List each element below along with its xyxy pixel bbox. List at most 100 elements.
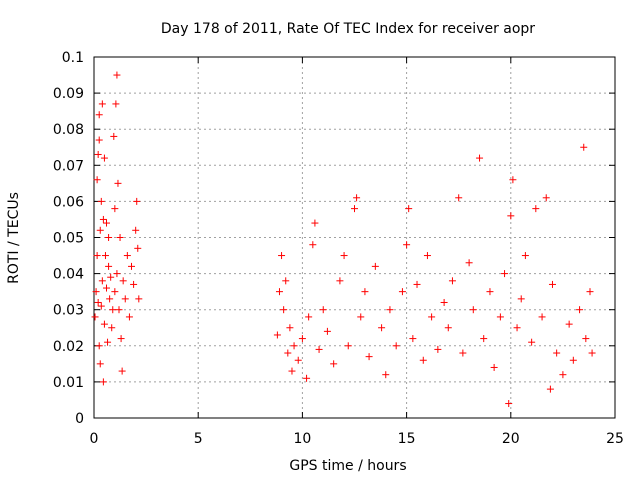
data-point xyxy=(582,335,590,343)
data-point xyxy=(286,324,294,332)
data-point xyxy=(290,342,298,350)
x-tick-label: 20 xyxy=(502,431,520,447)
data-point xyxy=(93,252,101,260)
data-point xyxy=(95,111,103,119)
data-point xyxy=(565,320,573,328)
data-point xyxy=(97,197,105,205)
data-point xyxy=(588,349,596,357)
data-point xyxy=(501,270,509,278)
data-point xyxy=(311,219,319,227)
data-point xyxy=(92,288,100,296)
data-point xyxy=(94,298,102,306)
data-point xyxy=(548,280,556,288)
data-point xyxy=(113,270,121,278)
data-points xyxy=(91,71,596,408)
data-point xyxy=(91,313,99,321)
data-point xyxy=(553,349,561,357)
data-point xyxy=(428,313,436,321)
data-point xyxy=(419,356,427,364)
y-tick-label: 0.04 xyxy=(53,267,84,283)
data-point xyxy=(288,367,296,375)
x-tick-label: 15 xyxy=(398,431,416,447)
data-point xyxy=(305,313,313,321)
data-point xyxy=(444,324,452,332)
data-point xyxy=(135,295,143,303)
chart-title: Day 178 of 2011, Rate Of TEC Index for r… xyxy=(161,21,535,37)
data-point xyxy=(455,194,463,202)
x-axis-label: GPS time / hours xyxy=(289,458,406,474)
data-point xyxy=(298,335,306,343)
data-point xyxy=(278,252,286,260)
data-point xyxy=(480,335,488,343)
data-point xyxy=(538,313,546,321)
data-point xyxy=(98,277,106,285)
data-point xyxy=(353,194,361,202)
data-point xyxy=(413,280,421,288)
data-point xyxy=(133,197,141,205)
data-point xyxy=(99,215,107,223)
data-point xyxy=(532,205,540,213)
data-point xyxy=(132,226,140,234)
data-point xyxy=(105,262,113,270)
data-point xyxy=(116,234,124,241)
data-point xyxy=(294,356,302,364)
x-tick-label: 0 xyxy=(90,431,99,447)
data-point xyxy=(115,306,123,314)
data-point xyxy=(280,306,288,314)
data-point xyxy=(103,284,111,292)
data-point xyxy=(123,252,131,260)
data-point xyxy=(423,252,431,260)
data-point xyxy=(315,345,323,353)
data-point xyxy=(97,302,105,310)
data-point xyxy=(106,295,114,303)
data-point xyxy=(559,371,567,379)
data-point xyxy=(93,176,101,184)
data-point xyxy=(521,252,529,260)
y-tick-label: 0.02 xyxy=(53,339,84,355)
data-point xyxy=(434,345,442,353)
data-point xyxy=(386,306,394,314)
data-point xyxy=(103,219,111,227)
data-point xyxy=(392,342,400,350)
data-point xyxy=(111,205,119,213)
data-point xyxy=(569,356,577,364)
data-point xyxy=(111,288,119,296)
axis-ticks: 0 5 10 15 20 25 0 0.01 0.02 0.03 0.04 0.05 0.06 0.07 0… xyxy=(53,50,624,447)
data-point xyxy=(365,353,373,361)
y-tick-label: 0 xyxy=(75,411,84,427)
data-point xyxy=(507,212,515,220)
data-point xyxy=(509,176,517,184)
data-point xyxy=(409,335,417,343)
data-point xyxy=(273,331,281,339)
data-point xyxy=(319,306,327,314)
data-point xyxy=(546,385,554,393)
y-tick-label: 0.1 xyxy=(62,50,84,66)
data-point xyxy=(303,374,311,382)
data-point xyxy=(117,335,125,343)
data-point xyxy=(340,252,348,260)
data-point xyxy=(107,273,115,281)
data-point xyxy=(528,338,536,346)
y-tick-label: 0.06 xyxy=(53,194,84,210)
data-point xyxy=(100,320,108,328)
y-tick-label: 0.09 xyxy=(53,86,84,102)
data-point xyxy=(486,288,494,296)
data-point xyxy=(371,262,379,270)
data-point xyxy=(459,349,467,357)
data-point xyxy=(113,71,121,79)
data-point xyxy=(119,277,127,285)
data-point xyxy=(517,295,525,303)
y-tick-label: 0.05 xyxy=(53,231,84,247)
data-point xyxy=(98,100,106,108)
y-tick-label: 0.01 xyxy=(53,375,84,391)
x-tick-label: 5 xyxy=(194,431,203,447)
data-point xyxy=(112,100,120,108)
data-point xyxy=(96,360,104,368)
data-point xyxy=(344,342,352,350)
data-point xyxy=(576,306,584,314)
data-point xyxy=(101,252,109,260)
data-point xyxy=(496,313,504,321)
data-point xyxy=(351,205,358,213)
